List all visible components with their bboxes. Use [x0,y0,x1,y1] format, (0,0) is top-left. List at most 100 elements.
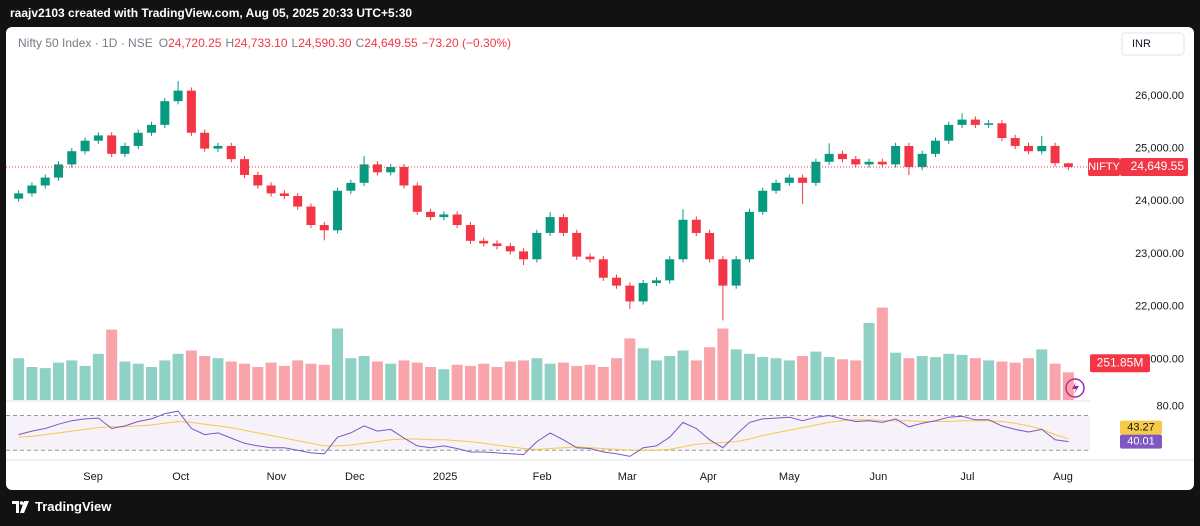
volume-bar [345,358,357,400]
candle-body [14,193,24,199]
candle-body [120,145,130,154]
rsi-ma-label: 43.27 [1127,421,1155,433]
candle-body [917,153,927,168]
candle-body [1063,163,1073,168]
volume-bar [890,352,902,400]
x-tick-label: Apr [700,471,717,483]
candle-body [665,259,675,281]
volume-bar [491,367,503,400]
volume-bar [39,368,51,400]
candle-body [638,282,648,302]
volume-bar [252,367,264,400]
ohlc-key: H [225,36,235,50]
currency-box[interactable] [1121,32,1185,56]
volume-bar [358,356,370,400]
x-tick-label: Dec [345,471,365,483]
volume-bar [292,360,304,400]
ohlc-key: C [355,36,365,50]
candle-body [386,167,396,173]
rsi-ma-line [18,419,1069,451]
candle-body [1023,145,1033,152]
last-price-label: 24,649.55 [1131,159,1185,173]
volume-bar [172,353,184,400]
volume-bar [305,363,317,400]
volume-bar [584,364,596,400]
candle-body [798,177,808,183]
currency: INR [1132,38,1151,50]
volume-bar [518,360,530,400]
candle-body [930,140,940,154]
candle-body [279,193,289,197]
candle-body [147,124,157,133]
volume-bar [451,364,463,400]
volume-bar [79,365,91,400]
last-price-name-box [1088,158,1120,177]
candle-body [744,211,754,260]
volume-bar [863,323,875,400]
volume-bar [611,358,623,400]
candle-body [545,217,555,233]
candle-body [479,240,489,244]
y-tick-label: 25,000.00 [1135,142,1184,154]
x-tick-label: Nov [267,471,287,483]
chart-panel [6,27,1194,490]
candle-body [107,135,117,154]
candle-body [505,246,515,252]
candle-body [1010,138,1020,146]
volume-bar [810,351,822,400]
volume-bar [13,358,25,400]
volume-bar [690,360,702,400]
candle-body [213,145,223,149]
volume-bar [571,365,583,400]
candle-body [771,182,781,191]
volume-bar [916,356,928,400]
candle-body [718,259,728,286]
candle-body [253,174,263,186]
volume-bar [119,361,131,400]
candle-body [612,277,622,286]
volume-bar [783,360,795,400]
last-price-name: NIFTY [1088,161,1120,173]
candle-body [864,161,874,165]
ohlc-value: 24,649.55 [364,36,418,50]
candle-body [93,135,103,141]
volume-bar [398,360,410,400]
candle-body [359,164,369,183]
volume-bar [385,363,397,400]
candle-body [598,259,608,278]
x-tick-label: May [779,471,800,483]
candle-body [891,145,901,165]
rsi-label-box [1120,434,1162,449]
candle-body [625,285,635,302]
candle-body [439,214,449,218]
volume-bar [92,353,104,400]
rsi-line [18,410,1069,457]
volume-bar [159,360,171,400]
volume-bar [743,353,755,400]
volume-bar [66,360,78,400]
candle-body [372,164,382,173]
x-tick-label: Jun [869,471,887,483]
ohlc-key: O [158,36,169,50]
candle-body [837,153,847,160]
volume-bar [876,307,888,400]
x-tick-label: Jul [960,471,974,483]
volume-bar [225,361,237,400]
candle-body [984,123,994,125]
rsi-tick-label: 80.00 [1156,401,1184,413]
volume-bar [132,363,144,400]
volume-bar [106,329,118,400]
rsi-band [6,415,1090,451]
y-tick-label: 23,000.00 [1135,248,1184,260]
brand: TradingView [35,499,112,514]
volume-bar [1009,362,1021,400]
volume-bar [929,357,941,400]
candle-body [160,101,170,125]
rsi-ma-label-box [1120,420,1162,435]
candle-body [399,167,409,186]
candle-body [293,196,303,207]
candle-body [412,185,422,212]
y-tick-label: 24,000.00 [1135,195,1184,207]
volume-bar [185,350,197,400]
